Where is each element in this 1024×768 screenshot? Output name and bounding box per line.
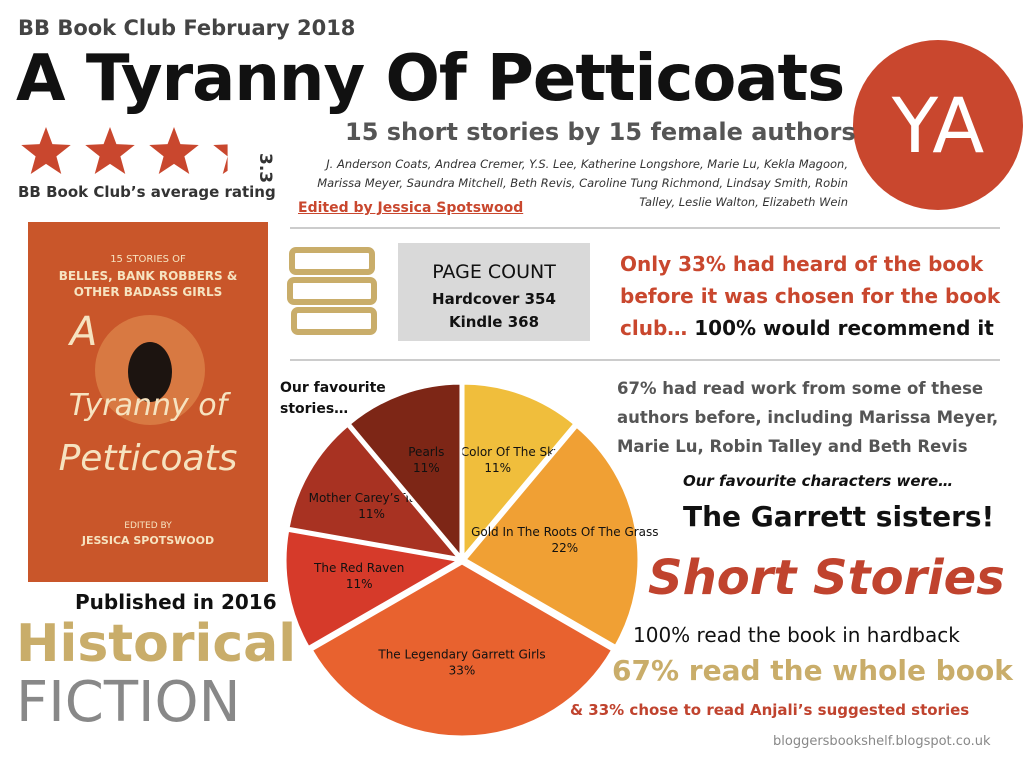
cover-text: BELLES, BANK ROBBERS & <box>59 269 238 283</box>
pie-slice <box>461 381 577 562</box>
cover-title: Petticoats <box>59 438 238 479</box>
slice-value: 11% <box>413 461 440 475</box>
slice-value: 11% <box>346 577 373 591</box>
whole: 67% read the whole book <box>612 654 1013 687</box>
pie-slice <box>309 561 615 739</box>
slice-value: 11% <box>484 461 511 475</box>
read-before: 67% had read work from some of these aut… <box>617 379 999 456</box>
slice-label: Pearls <box>408 445 444 459</box>
published: Published in 2016 <box>75 590 277 614</box>
slice-label: The Red Raven <box>313 561 404 575</box>
pie-slice <box>286 423 464 561</box>
authors: J. Anderson Coats, Andrea Cremer, Y.S. L… <box>317 157 848 209</box>
pie-slice <box>283 528 464 650</box>
page-count-heading: PAGE COUNT <box>432 261 556 283</box>
badge-circle <box>853 40 1023 210</box>
suggested: & 33% chose to read Anjali’s suggested s… <box>570 701 970 719</box>
heard: Only 33% had heard of the book before it… <box>620 252 1001 340</box>
format: Short Stories <box>648 550 1005 606</box>
badge: YA <box>891 81 985 170</box>
slice-label: The Color Of The Sky <box>434 445 561 459</box>
star <box>149 127 199 175</box>
title: A Tyranny Of Petticoats <box>16 42 845 116</box>
genre: Historical <box>16 614 297 674</box>
star <box>85 127 135 175</box>
rating-caption: BB Book Club’s average rating <box>18 183 276 201</box>
subtitle: 15 short stories by 15 female authors <box>345 118 856 146</box>
fact: Only 33% had heard of the book before it… <box>620 248 1010 344</box>
characters-intro: Our favourite characters were… <box>683 472 954 490</box>
pie-slice <box>347 381 463 562</box>
slice-value: 33% <box>449 663 476 677</box>
slice-value: 11% <box>358 507 385 521</box>
star <box>21 127 71 175</box>
cover-text: OTHER BADASS GIRLS <box>74 285 223 299</box>
cover-text: EDITED BY <box>124 521 172 531</box>
club: BB Book Club February 2018 <box>18 16 356 40</box>
chart-title: Our favourite stories… <box>280 380 386 417</box>
footer: bloggersbookshelf.blogspot.co.uk <box>773 734 991 749</box>
pie-slice <box>462 424 641 649</box>
slice-value: 22% <box>551 541 578 555</box>
hardback: 100% read the book in hardback <box>633 623 960 647</box>
cover-title: A <box>67 309 97 355</box>
books-icon <box>287 247 377 335</box>
hardcover: Hardcover 354 <box>432 290 556 308</box>
slice-label: Gold In The Roots Of The Grass <box>471 525 658 539</box>
book-cover: 15 STORIES OF BELLES, BANK ROBBERS & OTH… <box>28 222 268 582</box>
slice-label: The Legendary Garrett Girls <box>377 647 545 661</box>
rating-value: 3.3 <box>255 153 275 183</box>
slice-label: Mother Carey’s Table <box>309 491 435 505</box>
cover-title: Tyranny of <box>69 388 232 423</box>
cover-text: JESSICA SPOTSWOOD <box>81 534 214 547</box>
kindle: Kindle 368 <box>449 313 539 331</box>
cover-text: 15 STORIES OF <box>110 254 186 265</box>
star <box>213 144 228 175</box>
page-count-box <box>398 243 590 341</box>
editor: Edited by Jessica Spotswood <box>298 200 524 216</box>
characters: The Garrett sisters! <box>683 500 995 533</box>
genre: FICTION <box>16 670 241 735</box>
recommend: 100% would recommend it <box>694 316 994 340</box>
